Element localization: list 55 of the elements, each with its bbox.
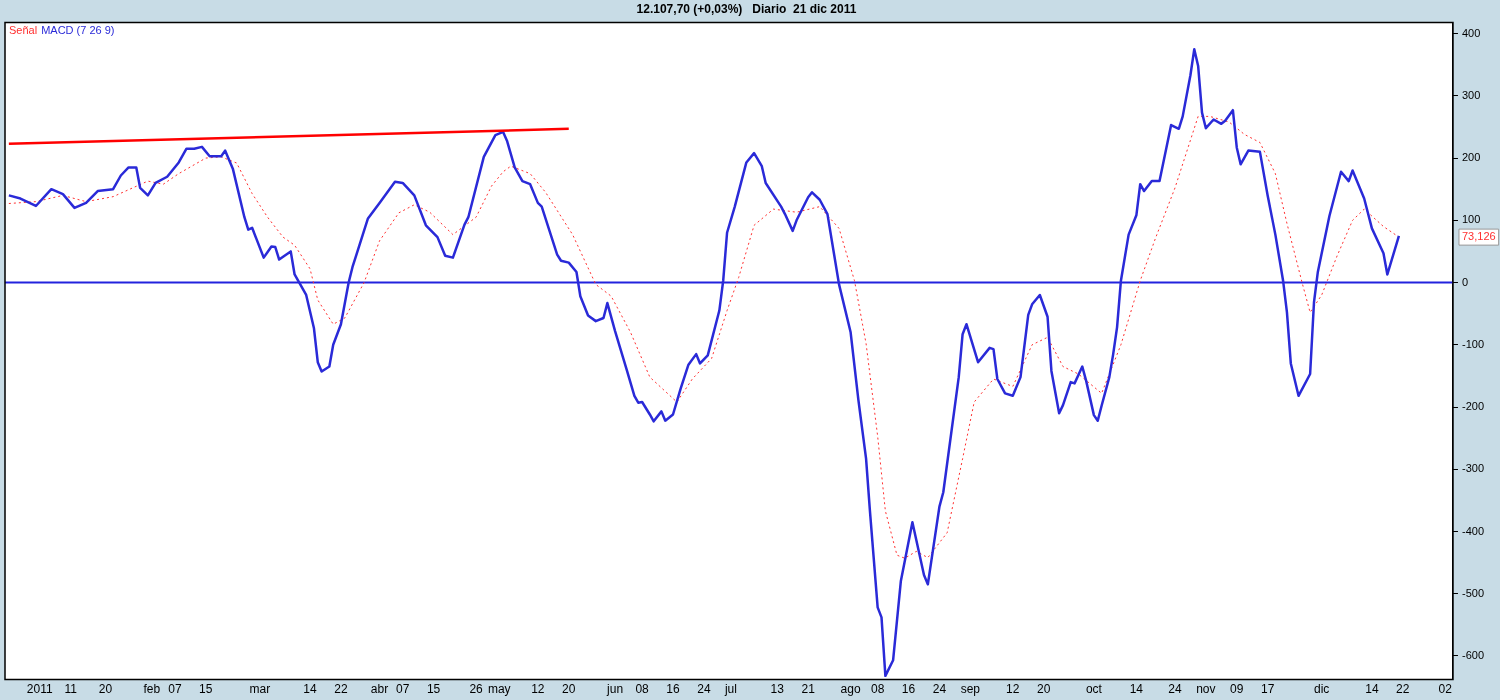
x-tick-label: 16	[666, 682, 680, 697]
x-tick-label: jul	[723, 682, 737, 697]
x-tick-label: nov	[1196, 682, 1216, 697]
x-tick-label: mar	[249, 682, 271, 697]
text: Señal	[9, 24, 38, 37]
x-tick-label: 07	[396, 682, 410, 697]
x-tick-label: feb	[143, 682, 161, 697]
x-tick-label: 12	[531, 682, 545, 697]
x-tick-label: jun	[606, 682, 624, 697]
x-tick-label: dic	[1314, 682, 1330, 697]
y-tick-label: -600	[1461, 648, 1485, 661]
x-tick-label: abr	[370, 682, 389, 697]
chart-title: 12.107,70 (+0,03%) Diario 21 dic 2011	[636, 1, 857, 16]
x-tick-label: 15	[199, 682, 213, 697]
y-tick-label: 0	[1461, 275, 1469, 288]
y-tick-label: 300	[1461, 88, 1481, 101]
x-tick-label: 17	[1260, 682, 1275, 697]
x-tick-label: 24	[932, 682, 947, 697]
x-tick-label: 22	[334, 682, 348, 697]
x-tick-label: ago	[840, 682, 861, 697]
text: MACD (7 26 9)	[41, 24, 115, 37]
x-tick-label: 16	[901, 682, 916, 697]
text: 73,126	[1461, 230, 1496, 243]
x-tick-label: 26	[469, 682, 484, 697]
x-tick-label: 11	[64, 682, 78, 697]
y-tick-label: 200	[1461, 151, 1481, 164]
x-tick-label: 08	[635, 682, 650, 697]
y-tick-label: 100	[1461, 213, 1481, 226]
x-tick-label: 20	[562, 682, 576, 697]
y-tick-label: -200	[1461, 400, 1485, 413]
x-tick-label: 2011	[26, 682, 53, 697]
x-tick-label: 15	[426, 682, 441, 697]
x-tick-label: 24	[697, 682, 711, 697]
x-tick-label: 02	[1438, 682, 1453, 697]
y-tick-label: -300	[1461, 462, 1485, 475]
y-tick-label: 400	[1461, 26, 1481, 39]
x-tick-label: 08	[870, 682, 885, 697]
x-tick-label: 20	[98, 682, 113, 697]
x-tick-label: 14	[1129, 682, 1144, 697]
x-tick-label: may	[487, 682, 511, 697]
x-tick-label: 09	[1230, 682, 1244, 697]
x-tick-label: 12	[1006, 682, 1020, 697]
x-tick-label: 20	[1037, 682, 1051, 697]
y-tick-label: -100	[1461, 337, 1485, 350]
y-tick-label: -400	[1461, 524, 1485, 537]
x-tick-label: 22	[1396, 682, 1410, 697]
x-tick-label: 24	[1168, 682, 1182, 697]
x-tick-label: 14	[303, 682, 318, 697]
y-tick-label: -500	[1461, 586, 1485, 599]
x-tick-label: sep	[960, 682, 981, 697]
x-tick-label: 07	[168, 682, 182, 697]
x-tick-label: 21	[801, 682, 816, 697]
x-tick-label: 14	[1365, 682, 1379, 697]
x-tick-label: oct	[1085, 682, 1103, 697]
x-tick-label: 13	[770, 682, 785, 697]
